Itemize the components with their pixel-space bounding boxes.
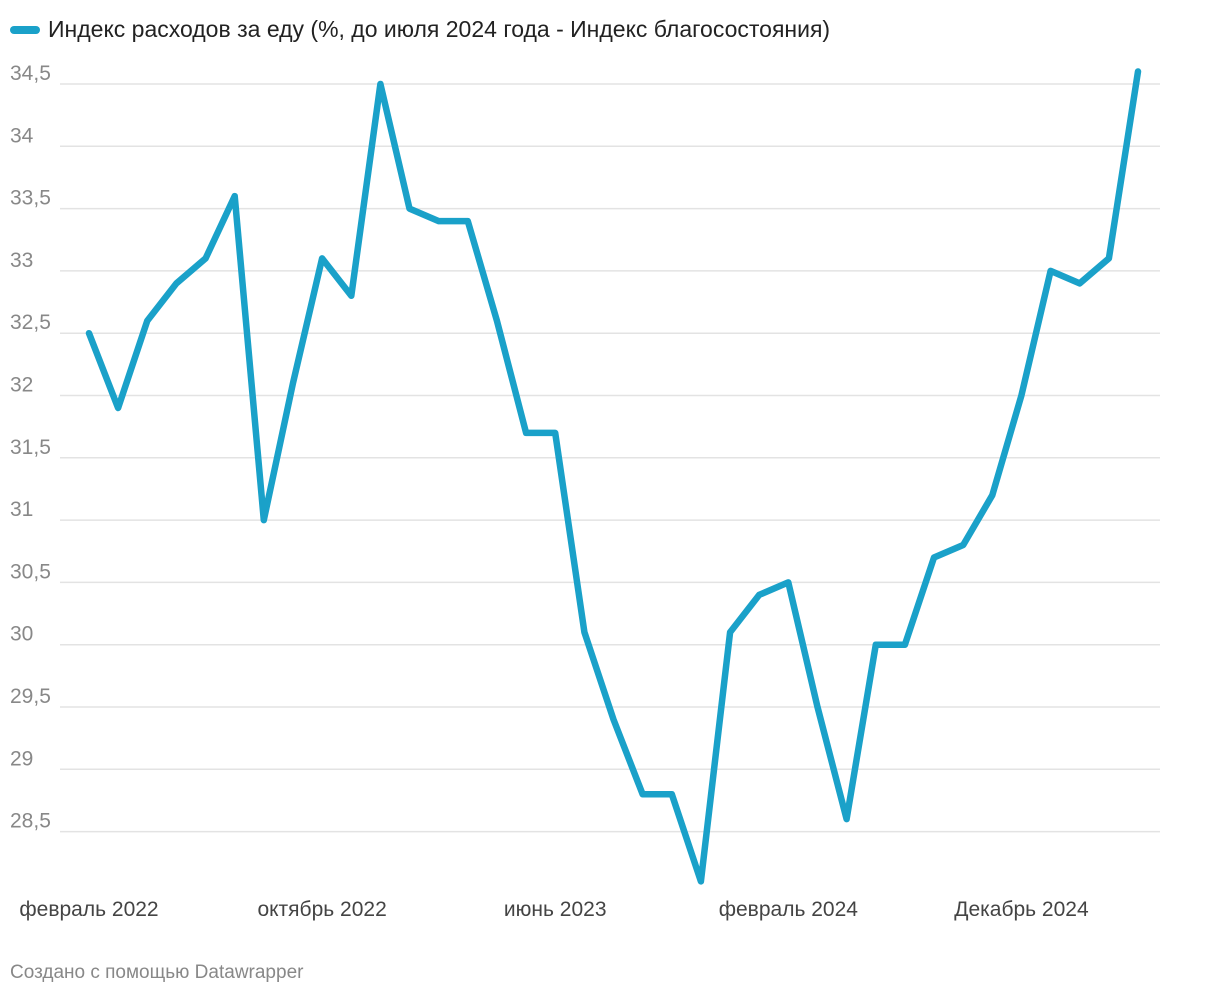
x-tick-label: октябрь 2022 xyxy=(257,898,386,921)
y-tick-label: 33 xyxy=(10,249,33,272)
legend-swatch xyxy=(10,25,40,34)
x-tick-label: февраль 2024 xyxy=(719,898,859,921)
footer-credit: Создано с помощью Datawrapper xyxy=(10,962,304,983)
y-tick-label: 28,5 xyxy=(10,810,51,833)
y-axis-ticks: 34,5 34 33,5 33 32,5 32 31,5 31 30,5 30 29,5 29 28,5 xyxy=(10,62,51,833)
x-tick-label: февраль 2022 xyxy=(19,898,158,921)
y-tick-label: 31,5 xyxy=(10,436,51,459)
x-axis-ticks: февраль 2022 октябрь 2022 июнь 2023 февраль… xyxy=(19,898,1089,921)
grid-lines xyxy=(60,83,1160,833)
y-tick-label: 32 xyxy=(10,374,33,397)
y-tick-label: 34,5 xyxy=(10,62,51,85)
y-tick-label: 34 xyxy=(10,124,34,147)
series-layer xyxy=(85,68,1142,885)
y-tick-label: 30,5 xyxy=(10,560,51,583)
y-tick-label: 29,5 xyxy=(10,685,51,708)
y-tick-label: 29 xyxy=(10,747,33,770)
y-tick-label: 31 xyxy=(10,498,33,521)
x-tick-label: июнь 2023 xyxy=(504,898,607,921)
series-line xyxy=(85,68,1142,885)
x-tick-label: Декабрь 2024 xyxy=(954,898,1089,921)
legend-label: Индекс расходов за еду (%, до июля 2024 … xyxy=(48,16,831,42)
chart-legend: Индекс расходов за еду (%, до июля 2024 … xyxy=(10,16,830,43)
y-tick-label: 32,5 xyxy=(10,311,51,334)
y-tick-label: 30 xyxy=(10,623,33,646)
y-tick-label: 33,5 xyxy=(10,187,51,210)
